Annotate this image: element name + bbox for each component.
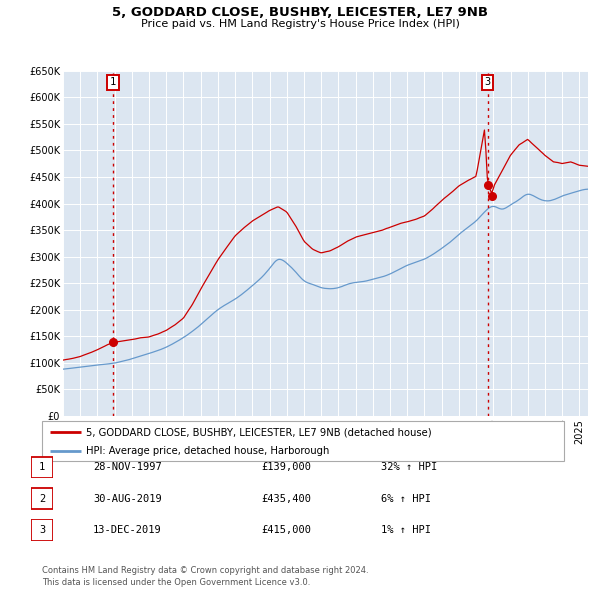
FancyBboxPatch shape [42,421,564,461]
FancyBboxPatch shape [31,457,53,478]
Text: 1: 1 [39,463,45,472]
Text: Price paid vs. HM Land Registry's House Price Index (HPI): Price paid vs. HM Land Registry's House … [140,19,460,29]
Text: 30-AUG-2019: 30-AUG-2019 [93,494,162,503]
Text: £139,000: £139,000 [261,463,311,472]
Text: 5, GODDARD CLOSE, BUSHBY, LEICESTER, LE7 9NB (detached house): 5, GODDARD CLOSE, BUSHBY, LEICESTER, LE7… [86,428,432,438]
Text: 6% ↑ HPI: 6% ↑ HPI [381,494,431,503]
Text: 2: 2 [39,494,45,503]
Text: 1: 1 [110,77,116,87]
Text: 3: 3 [39,525,45,535]
Text: Contains HM Land Registry data © Crown copyright and database right 2024.
This d: Contains HM Land Registry data © Crown c… [42,566,368,587]
Text: 13-DEC-2019: 13-DEC-2019 [93,525,162,535]
FancyBboxPatch shape [31,519,53,540]
FancyBboxPatch shape [31,488,53,509]
Text: £435,400: £435,400 [261,494,311,503]
Text: 3: 3 [485,77,491,87]
Text: 28-NOV-1997: 28-NOV-1997 [93,463,162,472]
Text: 32% ↑ HPI: 32% ↑ HPI [381,463,437,472]
Text: 5, GODDARD CLOSE, BUSHBY, LEICESTER, LE7 9NB: 5, GODDARD CLOSE, BUSHBY, LEICESTER, LE7… [112,6,488,19]
Text: £415,000: £415,000 [261,525,311,535]
Text: 1% ↑ HPI: 1% ↑ HPI [381,525,431,535]
Text: HPI: Average price, detached house, Harborough: HPI: Average price, detached house, Harb… [86,447,330,456]
